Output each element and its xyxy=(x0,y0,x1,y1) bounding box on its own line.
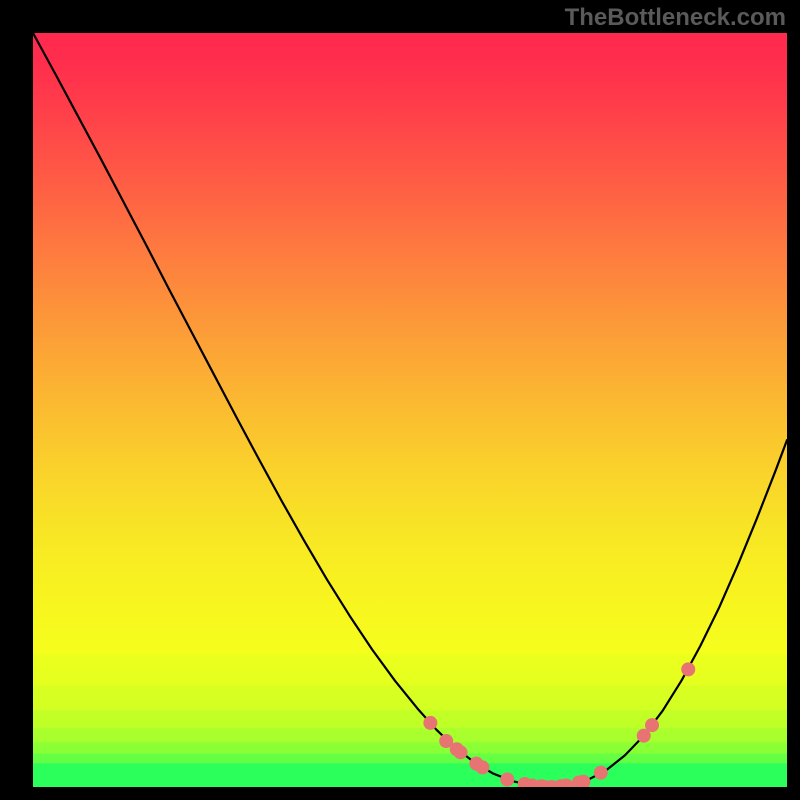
curve-marker xyxy=(454,745,468,759)
bottleneck-curve xyxy=(33,33,787,787)
marker-group xyxy=(423,662,695,787)
curve-marker xyxy=(645,718,659,732)
curve-marker xyxy=(423,716,437,730)
chart-overlay xyxy=(33,33,787,787)
plot-area xyxy=(33,33,787,787)
curve-marker xyxy=(500,772,514,786)
watermark-text: TheBottleneck.com xyxy=(565,4,786,32)
curve-marker xyxy=(475,760,489,774)
curve-marker xyxy=(594,766,608,780)
curve-marker xyxy=(681,662,695,676)
